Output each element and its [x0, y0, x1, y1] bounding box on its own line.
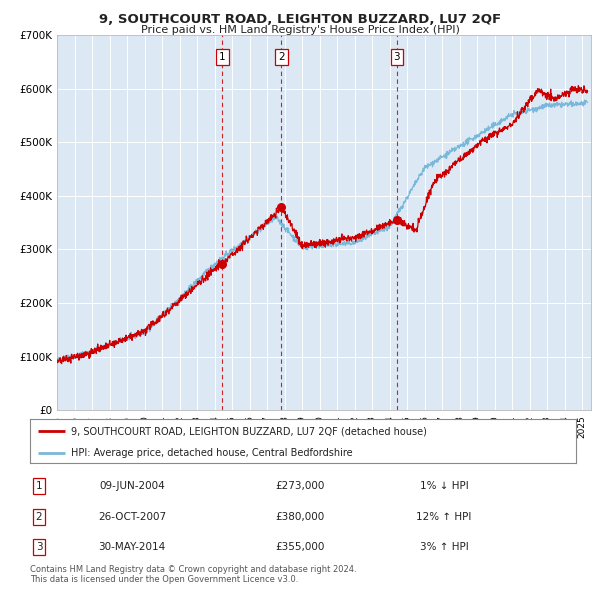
- Text: 9, SOUTHCOURT ROAD, LEIGHTON BUZZARD, LU7 2QF: 9, SOUTHCOURT ROAD, LEIGHTON BUZZARD, LU…: [99, 13, 501, 26]
- Text: 1% ↓ HPI: 1% ↓ HPI: [419, 481, 469, 491]
- Text: 09-JUN-2004: 09-JUN-2004: [99, 481, 165, 491]
- Text: 2: 2: [35, 512, 43, 522]
- Text: 3: 3: [35, 542, 43, 552]
- Text: 1: 1: [35, 481, 43, 491]
- Text: 12% ↑ HPI: 12% ↑ HPI: [416, 512, 472, 522]
- Text: 1: 1: [219, 52, 226, 62]
- Text: 30-MAY-2014: 30-MAY-2014: [98, 542, 166, 552]
- Text: 3% ↑ HPI: 3% ↑ HPI: [419, 542, 469, 552]
- Text: 26-OCT-2007: 26-OCT-2007: [98, 512, 166, 522]
- Text: 3: 3: [394, 52, 400, 62]
- Text: 9, SOUTHCOURT ROAD, LEIGHTON BUZZARD, LU7 2QF (detached house): 9, SOUTHCOURT ROAD, LEIGHTON BUZZARD, LU…: [71, 427, 427, 436]
- Text: HPI: Average price, detached house, Central Bedfordshire: HPI: Average price, detached house, Cent…: [71, 448, 353, 458]
- Text: Price paid vs. HM Land Registry's House Price Index (HPI): Price paid vs. HM Land Registry's House …: [140, 25, 460, 35]
- Text: £380,000: £380,000: [275, 512, 325, 522]
- Text: £273,000: £273,000: [275, 481, 325, 491]
- Text: 2: 2: [278, 52, 285, 62]
- Text: Contains HM Land Registry data © Crown copyright and database right 2024.
This d: Contains HM Land Registry data © Crown c…: [30, 565, 356, 584]
- Text: £355,000: £355,000: [275, 542, 325, 552]
